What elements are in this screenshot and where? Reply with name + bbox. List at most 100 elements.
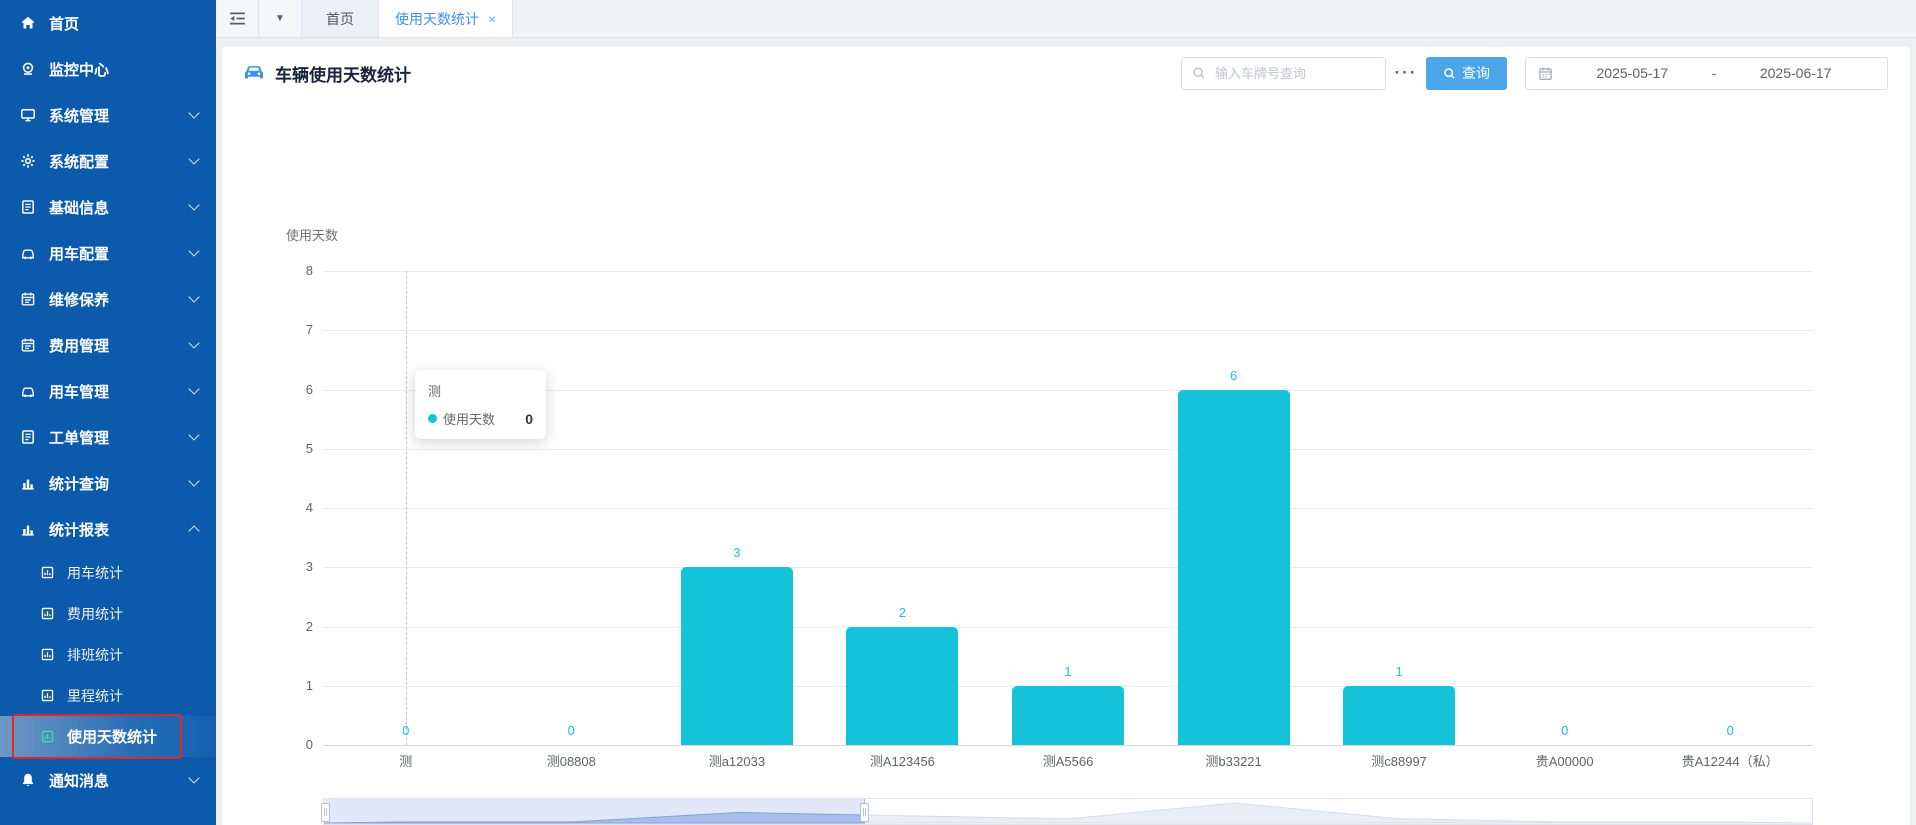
tab-usage-days[interactable]: 使用天数统计 × xyxy=(379,0,514,37)
bar-测b33221[interactable] xyxy=(1177,389,1290,745)
more-button[interactable]: ··· xyxy=(1386,57,1426,90)
datazoom-right-handle[interactable] xyxy=(860,803,870,822)
query-button-label: 查询 xyxy=(1462,65,1490,81)
series-dot-icon xyxy=(428,414,437,423)
sidebar-item-base-info[interactable]: 基础信息 xyxy=(0,184,216,230)
header-toolbar: ··· 查询 2025-05-17 - 2025-06-17 xyxy=(1181,56,1888,90)
chevron-up-icon xyxy=(188,525,200,537)
sidebar-item-label: 监控中心 xyxy=(49,61,110,79)
sidebar-item-label: 系统配置 xyxy=(49,153,110,171)
tab-label: 使用天数统计 xyxy=(395,10,479,27)
sidebar-item-label: 基础信息 xyxy=(49,199,110,217)
datazoom-selected-range[interactable] xyxy=(324,799,866,824)
sidebar-item-label: 用车管理 xyxy=(49,383,110,401)
sidebar-subitem-usage-days-stat[interactable]: 使用天数统计 xyxy=(0,714,216,759)
date-range-picker[interactable]: 2025-05-17 - 2025-06-17 xyxy=(1525,56,1888,90)
date-start[interactable]: 2025-05-17 xyxy=(1596,65,1669,81)
date-end[interactable]: 2025-06-17 xyxy=(1759,65,1832,81)
sidebar-item-maintenance[interactable]: 维修保养 xyxy=(0,276,216,322)
gridline xyxy=(323,271,1813,272)
chart-tooltip: 测 使用天数 0 xyxy=(415,370,546,439)
sidebar-item-notify[interactable]: 通知消息 xyxy=(0,757,216,803)
sidebar-subitem-label: 用车统计 xyxy=(67,564,123,581)
tooltip-category: 测 xyxy=(428,384,442,399)
bar-测A123456[interactable] xyxy=(846,626,959,745)
sidebar-item-vehicle-mgmt[interactable]: 用车管理 xyxy=(0,368,216,414)
sidebar-item-home[interactable]: 首页 xyxy=(0,0,216,46)
collapse-menu-icon xyxy=(229,12,245,25)
stat-icon xyxy=(40,688,55,703)
sidebar-subitem-mileage-stat[interactable]: 里程统计 xyxy=(0,675,216,716)
y-axis-tick: 8 xyxy=(305,263,313,278)
search-icon xyxy=(1444,67,1455,79)
calendar-icon xyxy=(20,291,36,307)
query-button[interactable]: 查询 xyxy=(1426,56,1507,90)
y-axis-tick: 1 xyxy=(305,677,313,693)
sidebar-item-label: 统计查询 xyxy=(49,475,110,493)
sidebar-item-label: 用车配置 xyxy=(49,245,110,263)
sidebar-item-system-mgmt[interactable]: 系统管理 xyxy=(0,92,216,138)
search-icon xyxy=(1193,67,1205,79)
x-axis-label: 测A123456 xyxy=(869,754,935,769)
sidebar-subitem-schedule-stat[interactable]: 排班统计 xyxy=(0,634,216,675)
datazoom-slider[interactable] xyxy=(321,798,1813,825)
y-axis-tick: 4 xyxy=(305,500,313,515)
car-icon xyxy=(242,61,266,85)
bar-value-label: 6 xyxy=(1229,367,1238,383)
sidebar-item-system-config[interactable]: 系统配置 xyxy=(0,138,216,184)
plate-search-input[interactable] xyxy=(1213,64,1375,82)
stat-icon xyxy=(40,606,55,621)
main-area: ▼ 首页 使用天数统计 × 车辆使用天数统计 xyxy=(216,0,1916,825)
sidebar-item-label: 维修保养 xyxy=(49,291,110,309)
sidebar-item-label: 系统管理 xyxy=(49,107,110,125)
gridline xyxy=(323,448,1813,450)
y-axis-tick: 5 xyxy=(305,440,313,456)
sidebar-subitem-label: 使用天数统计 xyxy=(67,729,158,746)
stat-icon xyxy=(40,565,55,580)
bar-测A5566[interactable] xyxy=(1012,685,1124,746)
sidebar-item-stat-query[interactable]: 统计查询 xyxy=(0,460,216,506)
gridline xyxy=(323,745,1813,746)
doc-icon xyxy=(20,199,36,215)
x-axis-label: 测A5566 xyxy=(1042,754,1094,769)
sidebar-item-expense-mgmt[interactable]: 费用管理 xyxy=(0,322,216,368)
doc-icon xyxy=(20,429,36,445)
sidebar-item-vehicle-config[interactable]: 用车配置 xyxy=(0,230,216,276)
chevron-down-icon xyxy=(188,107,200,119)
display-icon xyxy=(20,107,36,123)
chevron-down-icon xyxy=(188,475,200,487)
chart-icon xyxy=(20,475,36,491)
car-icon xyxy=(20,245,36,261)
chart-icon xyxy=(20,521,36,537)
sidebar-item-monitor-center[interactable]: 监控中心 xyxy=(0,46,216,92)
sidebar-item-label: 首页 xyxy=(49,15,80,33)
chevron-down-icon xyxy=(188,383,200,395)
chevron-down-icon xyxy=(188,245,200,257)
car-icon xyxy=(20,383,36,399)
card-header: 车辆使用天数统计 ··· 查询 2025-05 xyxy=(222,47,1910,99)
bar-value-label: 0 xyxy=(567,723,575,738)
bar-测c88997[interactable] xyxy=(1343,685,1456,746)
x-axis-label: 贵A12244（私） xyxy=(1681,754,1779,769)
tab-home[interactable]: 首页 xyxy=(302,0,379,37)
search-input-wrap xyxy=(1181,56,1386,90)
x-axis-label: 测b33221 xyxy=(1205,754,1262,769)
chevron-down-icon xyxy=(188,291,200,303)
sidebar-item-workorder-mgmt[interactable]: 工单管理 xyxy=(0,414,216,460)
datazoom-left-handle[interactable] xyxy=(321,803,330,822)
sidebar-subitem-expense-stat[interactable]: 费用统计 xyxy=(0,593,216,634)
tooltip-value: 0 xyxy=(525,410,533,427)
gridline xyxy=(323,508,1813,509)
sidebar-item-stat-report[interactable]: 统计报表 xyxy=(0,506,216,552)
gridline xyxy=(323,626,1813,628)
x-axis-label: 贵A00000 xyxy=(1535,754,1594,769)
bar-测a12033[interactable] xyxy=(680,567,793,746)
sidebar-subitem-vehicle-stat[interactable]: 用车统计 xyxy=(0,552,216,593)
bar-value-label: 0 xyxy=(402,723,410,738)
collapse-sidebar-icon[interactable] xyxy=(216,0,259,37)
sidebar-item-label: 费用管理 xyxy=(49,337,110,355)
tabs-dropdown-button[interactable]: ▼ xyxy=(259,0,302,37)
close-icon[interactable]: × xyxy=(488,10,497,27)
content-card: 车辆使用天数统计 ··· 查询 2025-05 xyxy=(222,47,1910,825)
x-axis-label: 测c88997 xyxy=(1371,754,1427,769)
